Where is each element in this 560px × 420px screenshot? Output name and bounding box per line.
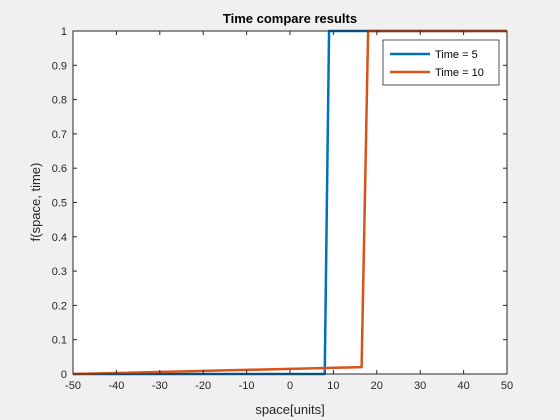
y-tick-label: 0.7 [52,129,67,141]
x-tick-label: 20 [371,380,383,392]
legend-box [382,39,500,86]
y-tick-label: 0.1 [52,335,67,347]
x-tick-label: -50 [65,380,81,392]
x-tick-label: 0 [287,380,293,392]
x-tick-label: 50 [501,380,513,392]
x-tick-label: -10 [239,380,255,392]
x-tick-label: 40 [457,380,469,392]
y-tick-label: 1 [61,26,67,38]
y-tick-label: 0.2 [52,300,67,312]
y-tick-label: 0.8 [52,95,67,107]
chart-title: Time compare results [223,11,357,26]
y-tick-label: 0.3 [52,266,67,278]
legend: Time = 5 Time = 10 [382,39,500,86]
y-tick-label: 0 [61,369,67,381]
x-tick-label: -20 [195,380,211,392]
y-tick-label: 0.5 [52,198,67,210]
y-tick-label: 0.9 [52,60,67,72]
plot-background [73,31,507,374]
y-axis-label: f(space, time) [28,163,43,242]
y-tick-label: 0.6 [52,163,67,175]
legend-label-time-5: Time = 5 [435,49,478,61]
x-axis-label: space[units] [255,402,324,417]
x-tick-label: -30 [152,380,168,392]
tick-layer: -50 -40 -30 -20 -10 0 10 20 30 40 50 0 0.1 0.2 0.3 0.4 0… [52,26,513,392]
x-tick-label: -40 [108,380,124,392]
x-tick-label: 30 [414,380,426,392]
legend-label-time-10: Time = 10 [435,67,484,79]
x-tick-label: 10 [327,380,339,392]
y-tick-label: 0.4 [52,232,67,244]
